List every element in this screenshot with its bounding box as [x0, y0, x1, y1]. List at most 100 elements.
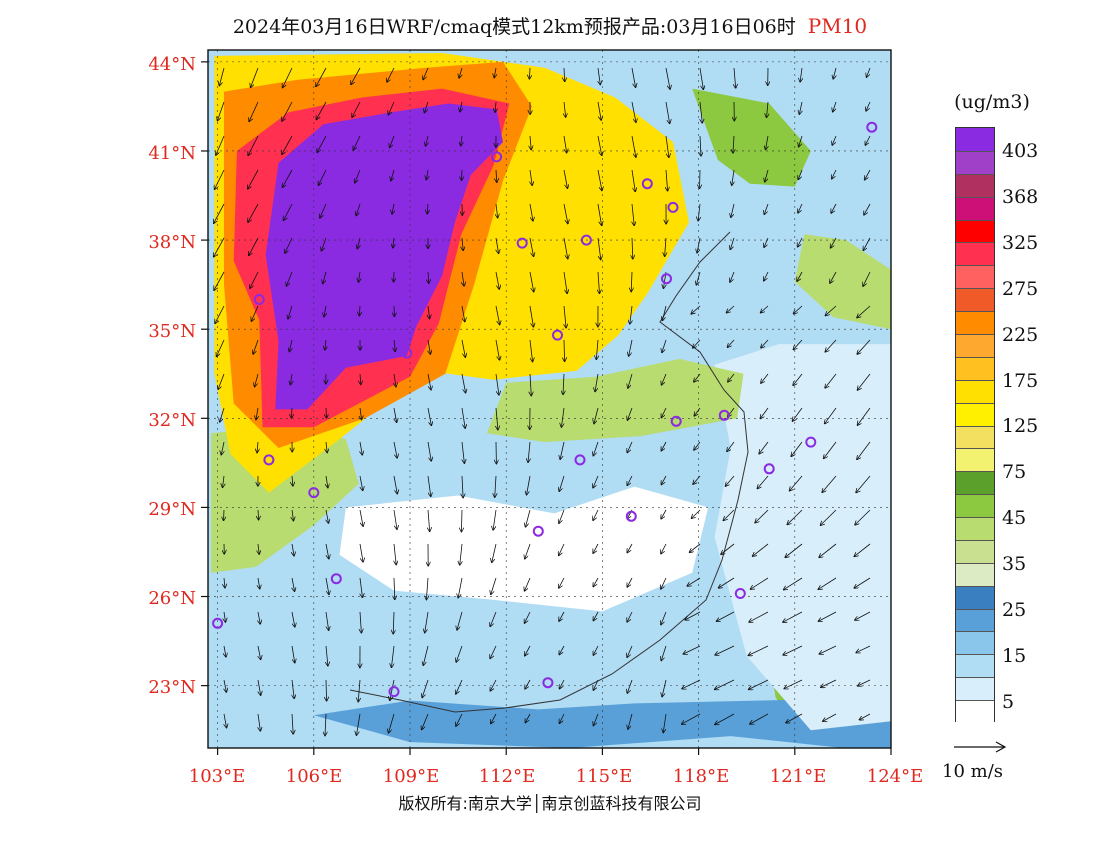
wind-vector: [253, 339, 259, 354]
wind-vector: [325, 713, 326, 736]
wind-vector: [292, 509, 294, 521]
lat-label-38: 38°N: [148, 232, 196, 253]
wind-vector: [764, 203, 769, 215]
wind-vector: [248, 169, 259, 189]
wind-vector: [696, 271, 701, 285]
wind-vector: [563, 203, 568, 224]
station-marker: [263, 454, 275, 466]
wind-vector: [593, 611, 599, 621]
wind-vector: [495, 373, 499, 395]
wind-vector: [732, 169, 734, 185]
station-marker: [670, 415, 682, 427]
wind-vector: [292, 543, 294, 556]
wind-vector: [221, 441, 224, 455]
colorbar-label-35: 35: [1002, 553, 1027, 575]
wind-vector: [258, 713, 260, 731]
wind-vector: [661, 611, 667, 625]
wind-vector: [456, 679, 463, 694]
wind-vector: [320, 203, 327, 218]
wind-vector: [857, 441, 871, 460]
colorbar-label-15: 15: [1002, 645, 1027, 667]
wind-vector: [685, 611, 701, 620]
wind-vector: [219, 67, 225, 86]
wind-vector: [786, 713, 803, 723]
wind-vector: [214, 169, 225, 190]
wind-vector: [628, 373, 633, 388]
wind-vector: [422, 713, 429, 730]
wind-vector: [593, 509, 599, 521]
wind-vector: [750, 577, 769, 589]
wind-vector: [793, 339, 803, 350]
wind-vector: [321, 237, 327, 251]
wind-vector: [665, 101, 670, 124]
wind-vector: [249, 237, 259, 256]
wind-vector: [563, 169, 568, 189]
wind-vector: [282, 169, 293, 188]
wind-vector: [495, 101, 496, 112]
wind-vector: [793, 373, 803, 386]
wind-vector: [661, 645, 667, 661]
wind-vector: [627, 611, 633, 622]
wind-vector: [594, 407, 599, 424]
wind-vector: [764, 237, 769, 248]
wind-vector: [661, 543, 667, 554]
wind-vector: [718, 577, 735, 588]
wind-vector: [748, 679, 769, 690]
wind-vector: [529, 203, 533, 221]
wind-vector: [528, 441, 530, 463]
wind-vector: [428, 271, 429, 284]
wind-vector: [825, 305, 837, 316]
wind-vector: [529, 339, 533, 362]
wind-vector: [593, 441, 599, 456]
wind-vector: [662, 679, 667, 697]
colorbar-segment: [956, 196, 994, 221]
wind-vector: [390, 135, 395, 148]
wind-vector: [759, 441, 769, 454]
wind-vector: [220, 407, 225, 422]
wind-vector: [391, 645, 395, 668]
colorbar-label-225: 225: [1002, 324, 1039, 346]
wind-vector: [494, 67, 496, 78]
wind-vector: [426, 577, 428, 600]
wind-vector: [723, 509, 735, 521]
wind-vector: [224, 713, 227, 728]
lat-label-23: 23°N: [148, 677, 196, 698]
wind-vector: [593, 645, 599, 655]
wind-vector: [627, 407, 633, 420]
station-marker: [641, 178, 653, 190]
wind-vector: [559, 509, 565, 524]
wind-vector: [224, 645, 226, 657]
wind-vector: [698, 203, 700, 221]
wind-vector: [559, 713, 565, 724]
wind-vector: [661, 577, 667, 589]
wind-vector: [292, 577, 295, 592]
wind-vector: [564, 305, 566, 328]
lon-label-121: 121°E: [769, 766, 827, 787]
wind-vector: [394, 543, 396, 565]
lat-label-41: 41°N: [148, 143, 196, 164]
wind-vector: [563, 237, 568, 259]
lon-label-124: 124°E: [866, 766, 924, 787]
wind-vector: [631, 135, 636, 157]
station-marker: [661, 273, 672, 285]
wind-vector: [428, 339, 430, 354]
wind-vector: [715, 713, 735, 725]
wind-vector: [224, 611, 226, 622]
wind-vector: [783, 645, 803, 655]
colorbar-segment: [956, 356, 994, 381]
wind-vector: [530, 135, 531, 150]
wind-vector: [492, 543, 497, 563]
wind-vector: [392, 203, 394, 214]
wind-reference-arrow: [954, 741, 1007, 753]
wind-vector: [855, 509, 871, 525]
wind-vector: [359, 475, 363, 491]
wind-vector: [564, 101, 566, 117]
station-marker: [491, 151, 503, 163]
wind-vector: [682, 679, 701, 689]
wind-vector: [390, 679, 395, 701]
wind-vector: [316, 67, 327, 87]
wind-vector: [831, 203, 837, 213]
wind-vector: [428, 305, 430, 319]
wind-vector: [689, 543, 701, 553]
wind-vector: [716, 611, 735, 621]
